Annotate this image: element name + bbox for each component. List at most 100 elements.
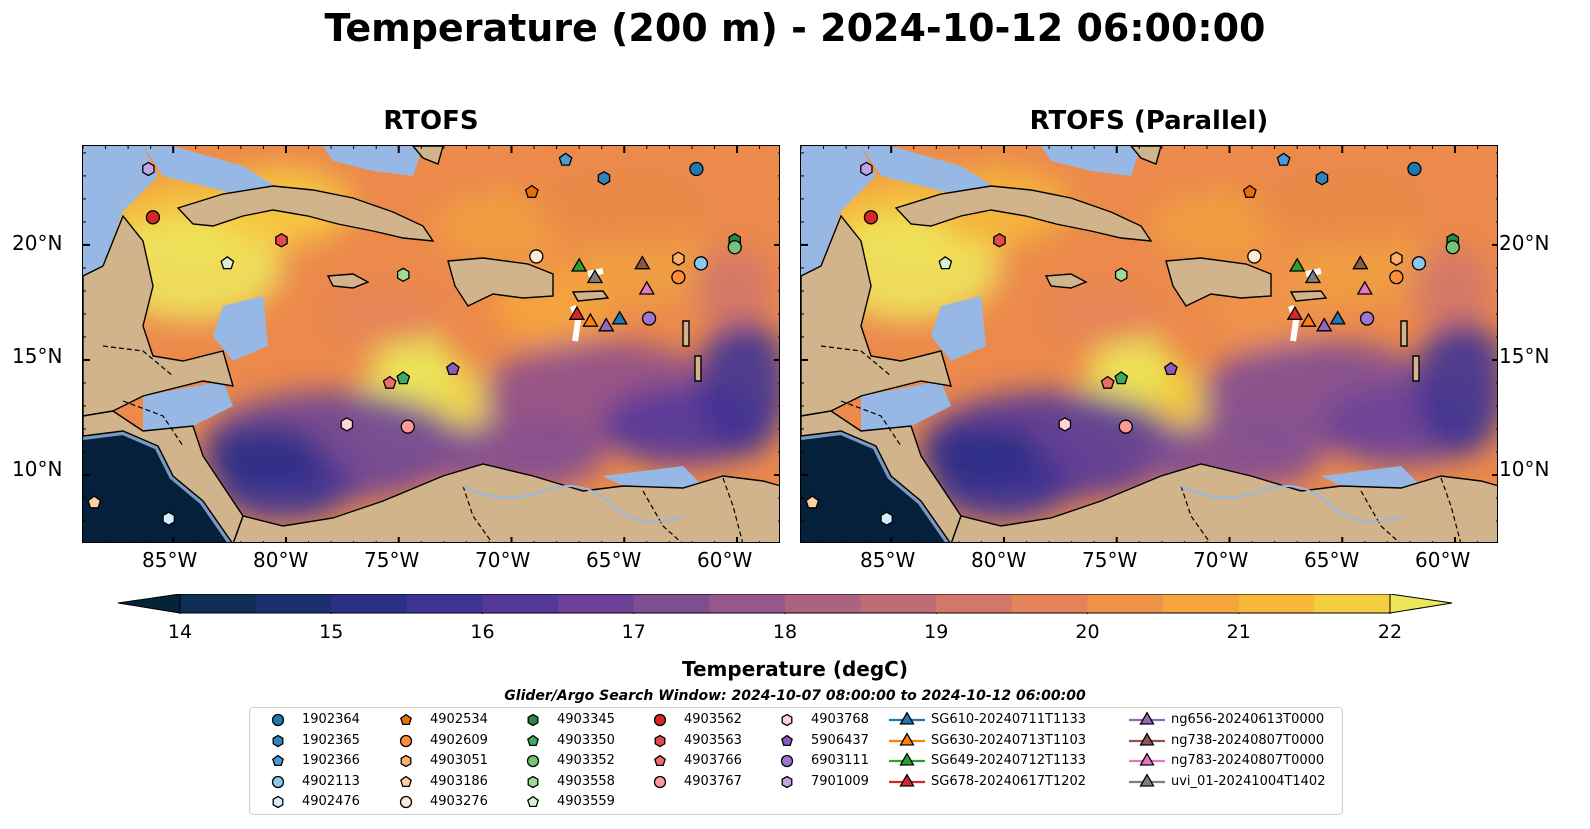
marker-1902364	[689, 161, 704, 177]
marker-4902476	[880, 511, 893, 526]
legend-marker	[271, 713, 285, 727]
marker-4903563	[275, 233, 288, 248]
marker-SG610-20240711T1133	[611, 310, 628, 325]
colorbar-tick-label: 14	[167, 621, 193, 643]
colorbar-bin	[785, 594, 862, 613]
lon-label-85w: 85°W	[142, 548, 198, 572]
colorbar-bin	[1163, 594, 1240, 613]
map-panel-rtofs	[82, 145, 780, 543]
marker-4903562	[863, 210, 879, 225]
lon-label-75w: 75°W	[1082, 548, 1138, 572]
marker-SG678-20240617T1202	[568, 305, 586, 320]
marker-4903352	[1445, 240, 1460, 255]
marker-ng656-20240613T0000	[598, 317, 615, 332]
marker-6903111	[641, 311, 657, 326]
legend-label: ng738-20240807T0000	[1171, 732, 1325, 748]
land	[894, 185, 1153, 242]
legend-marker	[781, 734, 793, 746]
legend-marker	[1139, 772, 1155, 787]
colorbar-tick-label: 22	[1377, 621, 1403, 643]
lon-label-80w: 80°W	[971, 548, 1027, 572]
marker-4903766	[1100, 375, 1115, 389]
lon-label-75w: 75°W	[364, 548, 420, 572]
colorbar-extend-min	[117, 594, 181, 614]
lon-label-65w: 65°W	[586, 548, 642, 572]
lon-label-60w: 60°W	[1415, 548, 1471, 572]
land	[447, 257, 554, 307]
marker-4903559	[220, 255, 235, 270]
legend-marker	[653, 713, 667, 727]
legend-marker	[654, 734, 666, 747]
legend-marker	[400, 713, 412, 726]
shelf-region	[83, 146, 158, 276]
colorbar	[117, 594, 1453, 614]
lon-label-60w: 60°W	[697, 548, 753, 572]
legend-label: 1902364	[302, 712, 360, 727]
legend-marker	[400, 754, 412, 768]
legend-marker	[399, 795, 413, 809]
legend-marker	[654, 754, 666, 767]
legend-marker	[526, 754, 540, 768]
colorbar-tick-label: 21	[1226, 621, 1251, 643]
legend-label: 4903558	[557, 773, 615, 789]
colorbar-bin	[558, 594, 635, 613]
colorbar-bin	[406, 594, 483, 613]
marker-SG649-20240712T1133	[1288, 257, 1306, 272]
legend-label: 4903051	[430, 753, 488, 768]
legend-marker	[899, 731, 915, 746]
colorbar-bin	[1087, 594, 1164, 613]
shelf-region	[931, 296, 986, 361]
lon-label-70w: 70°W	[475, 548, 531, 572]
lat-label-left-20n: 20°N	[12, 231, 63, 255]
figure-title: Temperature (200 m) - 2024-10-12 06:00:0…	[324, 6, 1266, 50]
land	[83, 214, 234, 417]
legend-marker	[272, 795, 284, 809]
legend-label: 4903352	[557, 753, 615, 768]
marker-4903767	[400, 419, 415, 434]
legend-label: 4903767	[684, 773, 742, 789]
marker-uvi_01-20241004T1402	[586, 269, 604, 284]
marker-SG649-20240712T1133	[570, 257, 588, 272]
marker-4903186	[805, 495, 820, 509]
marker-4903562	[145, 210, 161, 225]
lon-label-80w: 80°W	[253, 548, 309, 572]
legend-marker	[271, 775, 285, 788]
colorbar-bin	[1314, 594, 1391, 613]
legend-label: uvi_01-20241004T1402	[1171, 773, 1326, 789]
marker-4902534	[1242, 184, 1257, 198]
legend-marker	[400, 775, 412, 787]
colorbar-bin	[1238, 594, 1315, 613]
search-window-caption: Glider/Argo Search Window: 2024-10-07 08…	[504, 688, 1086, 704]
legend-label: SG630-20240713T1103	[931, 732, 1087, 748]
legend-label: SG678-20240617T1202	[931, 773, 1087, 789]
land	[1412, 355, 1420, 382]
colorbar-tick-label: 16	[470, 621, 495, 643]
marker-5906437	[1163, 361, 1178, 376]
legend-marker	[272, 754, 284, 767]
legend-label: 4902609	[430, 732, 488, 748]
land	[801, 214, 952, 417]
legend-label: 6903111	[811, 753, 869, 768]
legend-marker	[527, 734, 539, 746]
colorbar-tick-label: 15	[319, 621, 344, 643]
legend-marker	[780, 754, 794, 768]
shelf-region	[143, 146, 283, 201]
legend-marker	[527, 795, 539, 808]
land	[326, 273, 370, 289]
map-canvas	[801, 146, 1497, 542]
marker-4903276	[529, 249, 544, 264]
colorbar-extend-max	[1389, 594, 1453, 614]
marker-ng738-20240807T0000	[1352, 255, 1369, 270]
legend: 1902364 1902365 1902366 4902113 4902476 49025…	[249, 707, 1343, 815]
shelf-region	[143, 381, 233, 431]
pacific-region	[83, 431, 232, 542]
land	[694, 355, 702, 382]
land	[1289, 290, 1328, 302]
legend-label: 4903562	[684, 712, 742, 727]
marker-4902476	[162, 511, 175, 526]
land	[176, 185, 435, 242]
legend-label: 1902366	[302, 753, 360, 768]
legend-marker	[527, 775, 539, 788]
colorbar-bin	[633, 594, 710, 613]
marker-1902366	[558, 152, 573, 166]
